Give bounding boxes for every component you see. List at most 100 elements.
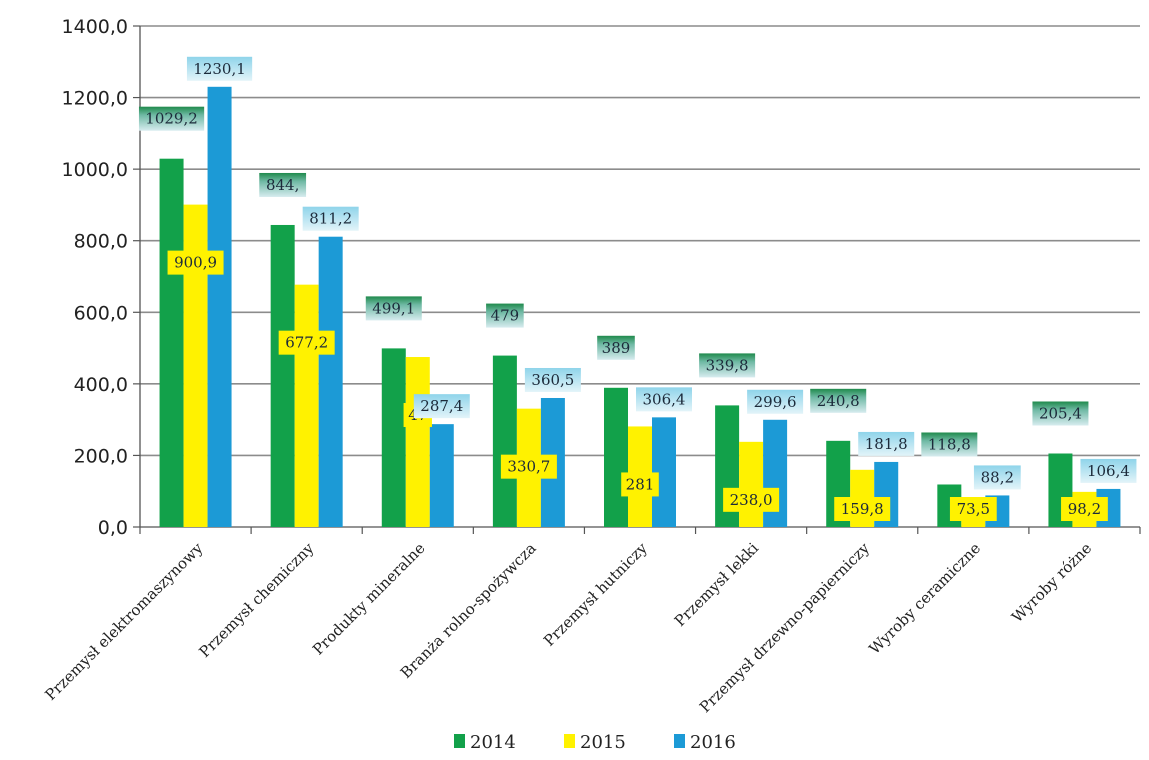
category-label: Przemysł hutniczy xyxy=(540,539,651,650)
legend-item-2014: 2014 xyxy=(454,732,516,753)
data-label: 98,2 xyxy=(1061,497,1108,521)
bar-2015 xyxy=(405,357,430,527)
legend-label: 2015 xyxy=(580,732,626,753)
y-tick-label: 200,0 xyxy=(74,445,128,467)
bar-2014 xyxy=(159,158,184,528)
data-label-text: 677,2 xyxy=(285,334,328,352)
legend-item-2015: 2015 xyxy=(564,732,626,753)
data-label-box xyxy=(1061,497,1108,521)
data-label-box xyxy=(921,432,978,457)
data-label: 73,5 xyxy=(949,497,997,521)
data-label-box xyxy=(636,387,692,412)
data-label: 181,8 xyxy=(858,431,915,456)
data-label-text: 360,5 xyxy=(531,371,574,389)
data-label: 1029,2 xyxy=(138,106,205,131)
y-tick-label: 1400,0 xyxy=(62,16,128,38)
data-label-box xyxy=(259,172,307,197)
y-tick-label: 1200,0 xyxy=(62,88,128,110)
data-label-text: 479 xyxy=(491,307,520,325)
category-label: Przemysł elektromaszynowy xyxy=(41,539,206,704)
legend-item-2016: 2016 xyxy=(674,732,736,753)
data-label-box xyxy=(723,487,780,512)
data-label: 900,9 xyxy=(167,250,224,275)
data-label-box xyxy=(138,106,205,131)
data-label: 205,4 xyxy=(1032,401,1089,426)
data-label-text: 811,2 xyxy=(309,210,352,228)
data-label-box xyxy=(597,335,635,360)
data-label: 306,4 xyxy=(636,387,692,412)
data-label: 330,7 xyxy=(500,454,557,479)
data-label: 499,1 xyxy=(365,296,422,321)
data-label: 1230,1 xyxy=(186,56,253,81)
bar-2016 xyxy=(652,417,676,527)
data-label-text: 240,8 xyxy=(817,392,860,410)
bar-2014 xyxy=(492,355,517,527)
category-label: Wyroby różne xyxy=(1008,539,1095,626)
data-label: 240,8 xyxy=(810,388,867,413)
data-label-box xyxy=(167,250,224,275)
data-label: 287,4 xyxy=(413,394,470,419)
data-label-text: 389 xyxy=(602,339,631,357)
data-label: 88,2 xyxy=(973,465,1021,490)
data-label-text: 900,9 xyxy=(174,254,217,272)
data-label-text: 287,4 xyxy=(420,397,463,415)
y-tick-label: 1000,0 xyxy=(62,159,128,181)
bar-2014 xyxy=(604,387,628,527)
data-label-box xyxy=(699,353,756,378)
bars xyxy=(159,86,1121,528)
data-label: 299,6 xyxy=(747,389,804,414)
data-label-box xyxy=(413,394,470,419)
data-label-box xyxy=(500,454,557,479)
data-label-box xyxy=(1080,458,1137,483)
data-label-text: 205,4 xyxy=(1039,404,1082,422)
data-label-text: 159,8 xyxy=(841,500,884,518)
data-label: 677,2 xyxy=(278,330,335,355)
data-label-box xyxy=(834,497,891,521)
data-label-box xyxy=(949,497,997,521)
data-label: 281 xyxy=(621,472,659,497)
legend-swatch xyxy=(674,734,685,748)
data-label: 159,8 xyxy=(834,497,891,521)
data-label-text: 106,4 xyxy=(1087,462,1130,480)
y-tick-label: 0,0 xyxy=(98,517,128,539)
category-label: Wyroby ceramiczne xyxy=(865,539,984,658)
y-tick-label: 600,0 xyxy=(74,302,128,324)
legend-swatch xyxy=(454,734,465,748)
data-label: 339,8 xyxy=(699,353,756,378)
legend-swatch xyxy=(564,734,575,748)
category-label: Przemysł chemiczny xyxy=(196,539,318,661)
legend-label: 2014 xyxy=(470,732,516,753)
data-label-text: 339,8 xyxy=(706,356,749,374)
data-label: 106,4 xyxy=(1080,458,1137,483)
bar-2015 xyxy=(294,284,319,527)
data-label-text: 181,8 xyxy=(865,435,908,453)
bar-2014 xyxy=(270,224,295,527)
bar-2016 xyxy=(429,424,454,527)
data-label-box xyxy=(621,472,659,497)
category-label: Produkty mineralne xyxy=(309,539,429,659)
legend-label: 2016 xyxy=(690,732,736,753)
data-label-box xyxy=(810,388,867,413)
data-label-text: 281 xyxy=(626,475,655,493)
bar-2016 xyxy=(207,86,232,527)
data-label-box xyxy=(486,303,524,328)
data-label: 238,0 xyxy=(723,487,780,512)
data-label-text: 88,2 xyxy=(981,468,1014,486)
data-labels: 1029,2 844, 499,1 479 389 339,8 240,8 118,8 205,… xyxy=(138,56,1137,521)
data-label: 811,2 xyxy=(302,206,359,231)
data-label: 118,8 xyxy=(921,432,978,457)
data-label-box xyxy=(973,465,1021,490)
bar-2016 xyxy=(318,236,343,527)
data-label-box xyxy=(858,431,915,456)
bar-2015 xyxy=(739,441,764,527)
y-tick-label: 400,0 xyxy=(74,374,128,396)
data-label: 389 xyxy=(597,335,635,360)
data-label-text: 1230,1 xyxy=(193,60,246,78)
data-label-text: 499,1 xyxy=(372,299,415,317)
data-label: 360,5 xyxy=(524,367,581,392)
legend: 2014 2015 2016 xyxy=(454,732,736,753)
data-label-box xyxy=(365,296,422,321)
